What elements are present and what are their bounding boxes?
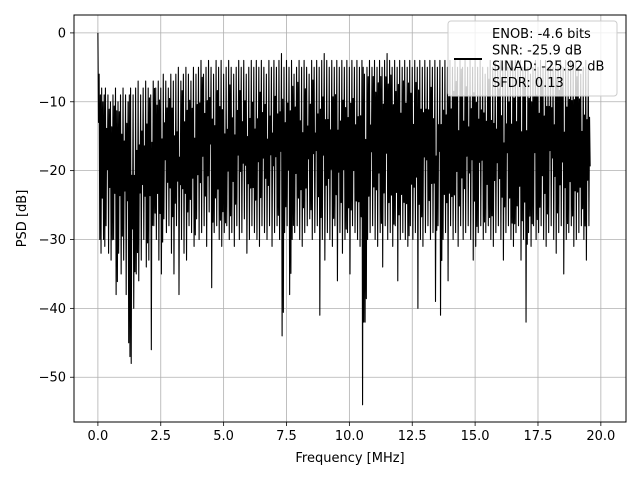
x-tick-label: 17.5	[524, 429, 553, 444]
legend-entry-snr: SNR: -25.9 dB	[492, 43, 582, 58]
plot-frame	[73, 14, 627, 423]
y-tick-label: −10	[39, 95, 66, 110]
y-tick-label: −20	[39, 164, 66, 179]
y-tick-label: −50	[39, 371, 66, 386]
x-tick-label: 2.5	[150, 429, 171, 444]
y-tick-label: −30	[39, 233, 66, 248]
y-axis-ticks: 0 −10 −20 −30 −40 −50	[39, 26, 74, 386]
legend: ENOB: -4.6 bits SNR: -25.9 dB SINAD: -25…	[447, 20, 618, 97]
x-axis-label: Frequency [MHz]	[295, 451, 404, 466]
x-tick-label: 10.0	[335, 429, 364, 444]
legend-entry-sinad: SINAD: -25.92 dB	[492, 60, 604, 75]
y-tick-label: −40	[39, 302, 66, 317]
legend-entry-sfdr: SFDR: 0.13	[492, 76, 564, 91]
x-tick-label: 7.5	[276, 429, 297, 444]
legend-box	[447, 20, 618, 97]
x-tick-label: 5.0	[213, 429, 234, 444]
x-axis-ticks: 0.0 2.5 5.0 7.5 10.0 12.5 15.0 17.5 20.0	[88, 422, 615, 444]
y-tick-label: 0	[58, 26, 66, 41]
x-tick-label: 20.0	[586, 429, 615, 444]
x-tick-label: 0.0	[88, 429, 109, 444]
x-tick-label: 12.5	[398, 429, 427, 444]
psd-series	[97, 32, 591, 406]
y-axis-label: PSD [dB]	[15, 190, 30, 248]
legend-entry-enob: ENOB: -4.6 bits	[492, 27, 591, 42]
psd-line	[97, 32, 591, 406]
x-tick-label: 15.0	[461, 429, 490, 444]
